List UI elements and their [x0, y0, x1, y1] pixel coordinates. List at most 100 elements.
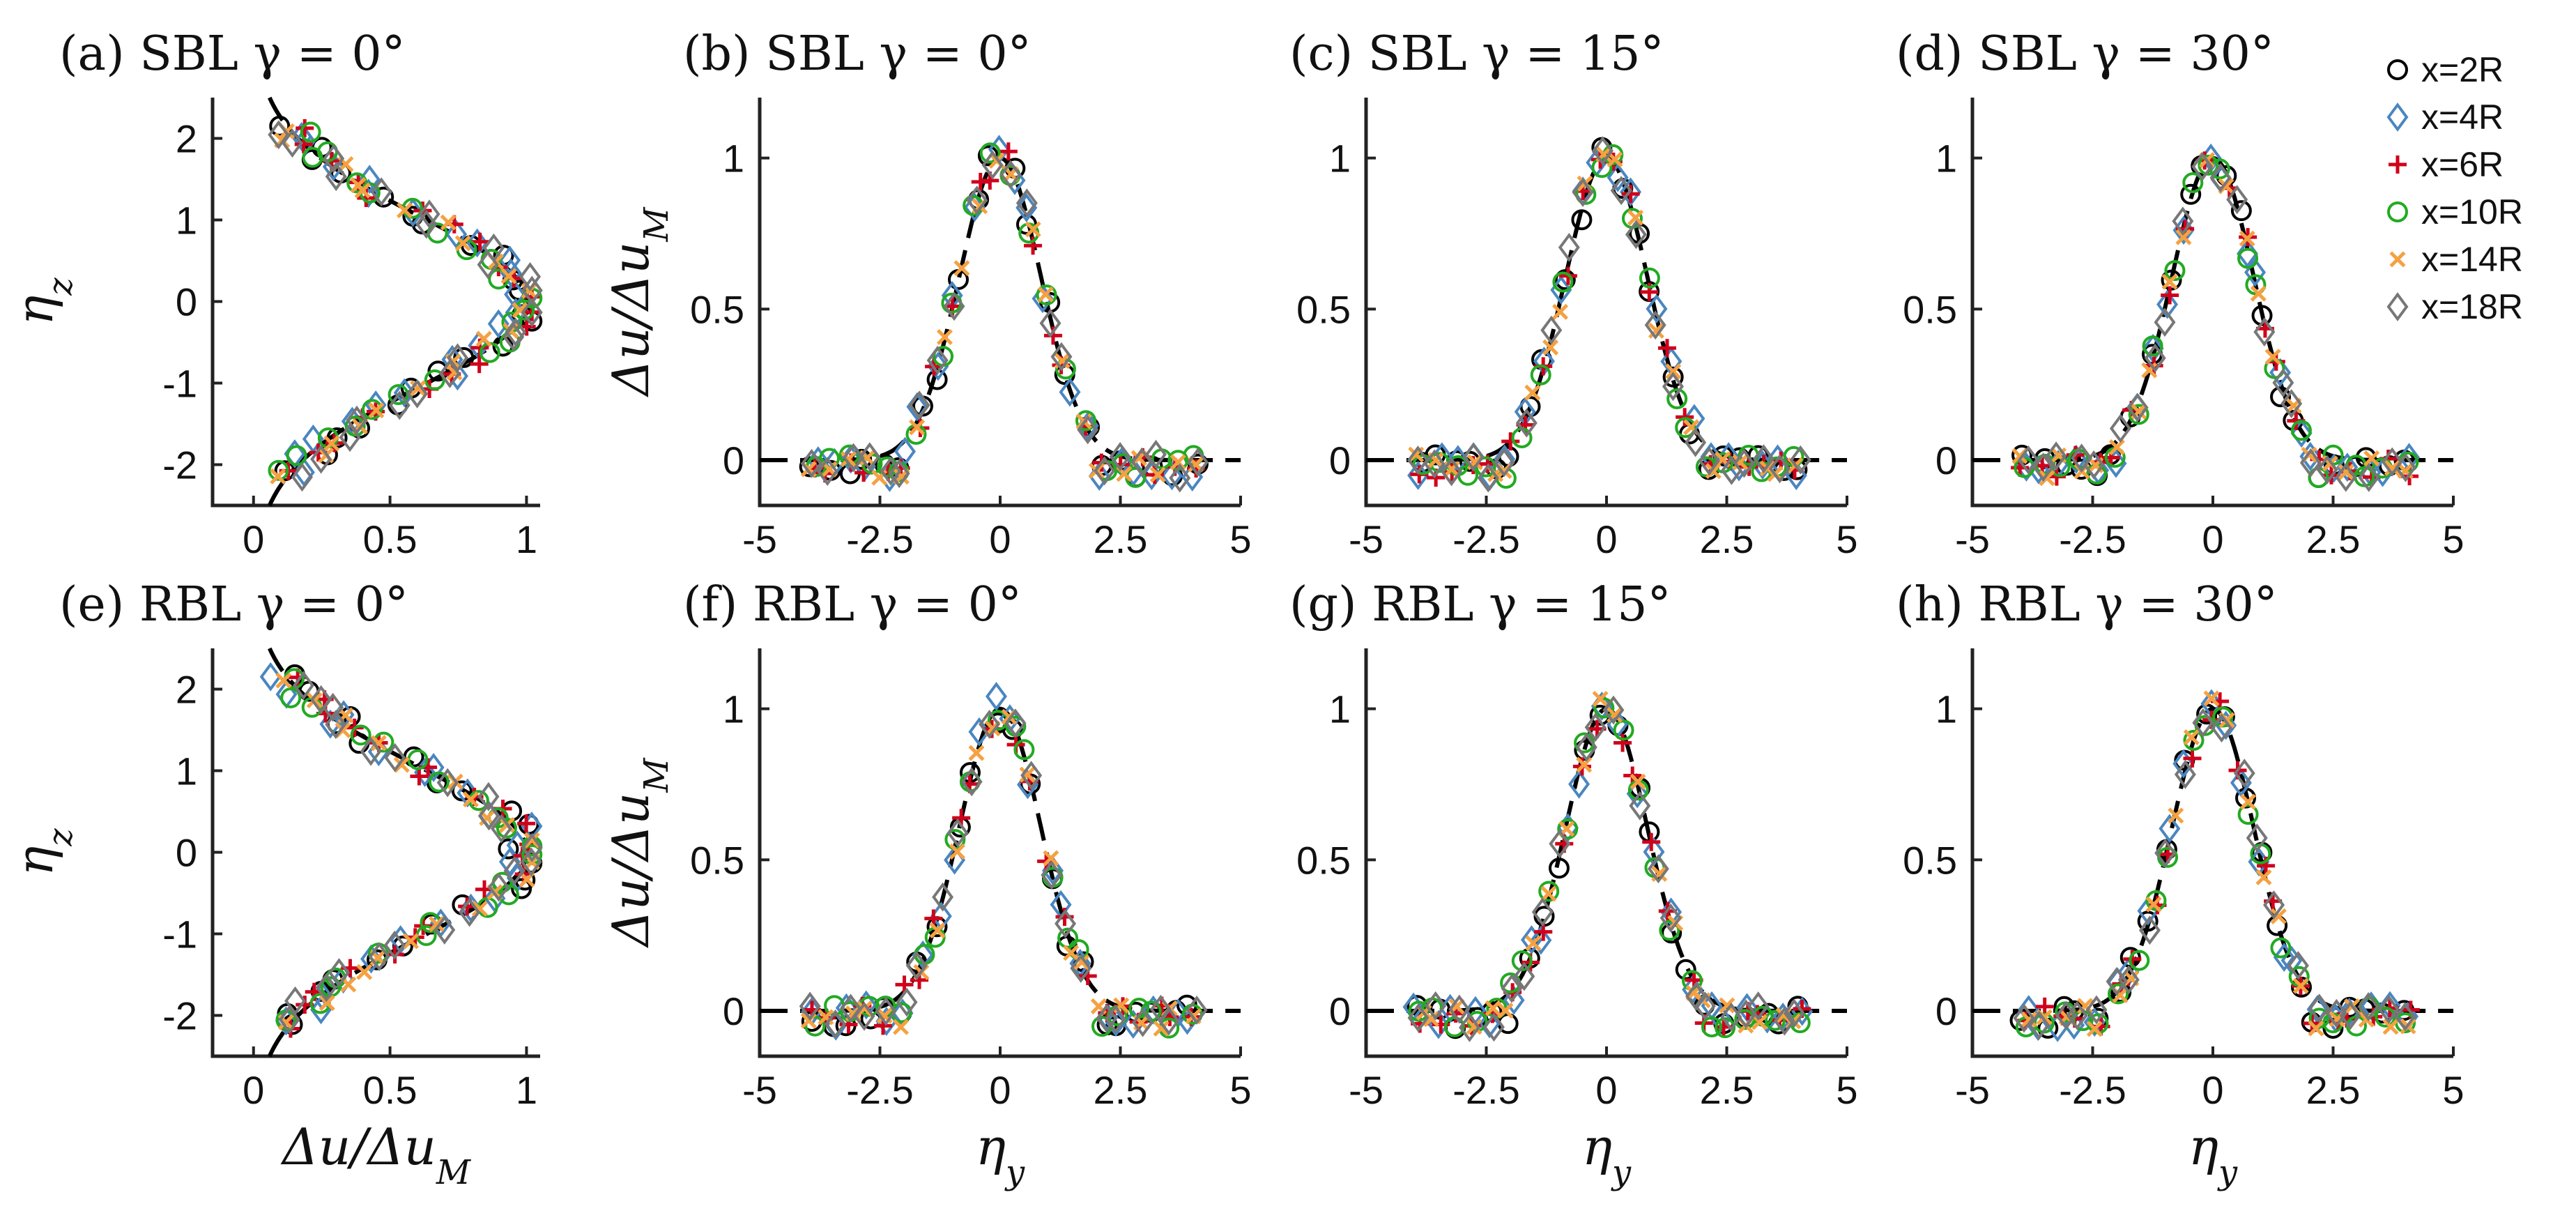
x-axis-label-g: ηy — [1582, 1118, 1632, 1192]
data-point-c-s5 — [1515, 408, 1538, 438]
y-axis-label-b: Δu/ΔuM — [601, 206, 676, 398]
reference-curve-d — [1972, 155, 2453, 462]
legend: x=2R x=4R x=6R x=10R x=14R x=18R — [2386, 50, 2523, 326]
data-point-a-s5 — [418, 199, 440, 229]
data-point-e-s4 — [402, 933, 419, 950]
data-point-b-s5 — [1187, 448, 1209, 478]
x-tick-label-a: 0.5 — [363, 517, 417, 561]
data-point-g-s4 — [1485, 1000, 1501, 1016]
scatter-points-h — [2009, 689, 2420, 1042]
data-point-e-s5 — [325, 710, 347, 740]
data-point-d-s0 — [2230, 200, 2252, 222]
data-point-f-s1 — [986, 682, 1007, 711]
data-point-d-s4 — [2141, 362, 2158, 379]
data-point-g-s5 — [1629, 791, 1651, 821]
data-point-h-s5 — [2211, 713, 2233, 743]
y-tick-label-d: 1 — [1935, 137, 1957, 181]
x-tick-label-c: -5 — [1349, 517, 1383, 561]
data-point-h-s3 — [2129, 950, 2150, 971]
scatter-points-d — [2011, 143, 2421, 492]
data-point-d-s5 — [2316, 455, 2338, 485]
y-tick-label-g: 1 — [1329, 687, 1351, 731]
data-point-d-s5 — [2172, 206, 2194, 236]
data-point-g-s5 — [1531, 897, 1554, 927]
y-tick-label-d: 0.5 — [1903, 287, 1957, 331]
data-point-d-s4 — [2384, 459, 2400, 477]
data-point-f-s4 — [1043, 850, 1059, 867]
data-point-d-s1 — [2269, 358, 2292, 388]
data-point-b-s5 — [943, 291, 965, 321]
data-point-h-s4 — [2308, 1020, 2324, 1037]
data-point-f-s5 — [875, 996, 897, 1026]
data-point-b-s4 — [909, 419, 926, 436]
x-tick-label-g: 0 — [1595, 1068, 1617, 1112]
data-point-g-s1 — [1568, 769, 1590, 799]
data-point-g-s4 — [1466, 1019, 1482, 1035]
data-point-b-s5 — [880, 456, 902, 486]
panel-d: -5 -2.5 0 2.5 5 0 0.5 1 (d) SBL γ = 30° — [1896, 26, 2464, 561]
data-point-c-s3 — [1530, 364, 1551, 386]
data-point-c-s5 — [1462, 442, 1485, 472]
data-point-b-s1 — [1160, 461, 1183, 491]
y-tick-label-f: 0 — [723, 989, 744, 1033]
data-point-f-s3 — [1057, 927, 1079, 949]
reference-curve-h — [1972, 706, 2453, 1013]
data-point-g-s4 — [1719, 997, 1735, 1014]
y-tick-label-e: 1 — [176, 749, 197, 793]
data-point-e-s5 — [488, 872, 510, 902]
data-point-a-s5 — [346, 405, 368, 435]
data-point-f-s4 — [818, 1009, 834, 1026]
data-point-g-s4 — [1525, 935, 1542, 952]
y-tick-label-d: 0 — [1935, 439, 1957, 482]
data-point-a-s4 — [270, 468, 286, 485]
data-point-c-s5 — [1733, 448, 1755, 478]
x-tick-label-a: 1 — [516, 517, 537, 561]
data-point-c-s5 — [1769, 454, 1791, 484]
y-tick-label-b: 0.5 — [690, 287, 744, 331]
legend-marker-5 — [2386, 292, 2409, 321]
data-point-a-s5 — [291, 462, 313, 492]
data-point-a-s5 — [323, 144, 345, 174]
x-tick-label-c: 5 — [1836, 517, 1857, 561]
x-tick-label-d: 0 — [2202, 517, 2223, 561]
y-tick-label-f: 0.5 — [690, 838, 744, 882]
data-point-h-s4 — [2270, 908, 2287, 924]
data-point-h-s0 — [2119, 947, 2141, 968]
reference-curve-e — [268, 647, 529, 1058]
data-point-c-s4 — [1665, 363, 1682, 380]
data-point-h-s3 — [2108, 983, 2129, 1005]
data-point-d-s5 — [2335, 462, 2357, 492]
x-tick-label-b: 2.5 — [1094, 517, 1148, 561]
data-point-a-s4 — [350, 177, 367, 194]
y-tick-label-c: 0 — [1329, 439, 1351, 482]
data-point-e-s0 — [339, 706, 361, 727]
data-point-h-s5 — [2154, 838, 2177, 868]
data-point-d-s5 — [2209, 163, 2232, 192]
data-point-c-s2 — [1621, 185, 1640, 204]
data-point-b-s2 — [1024, 236, 1043, 255]
data-point-e-s4 — [275, 672, 292, 689]
x-tick-label-h: -2.5 — [2059, 1068, 2126, 1112]
data-point-d-s4 — [2239, 230, 2255, 247]
data-point-e-s5 — [459, 897, 481, 927]
y-tick-label-c: 1 — [1329, 137, 1351, 181]
data-point-h-s3 — [2237, 804, 2259, 825]
data-point-a-s3 — [346, 172, 368, 194]
data-point-a-s5 — [281, 128, 303, 158]
data-point-c-s5 — [1662, 372, 1684, 402]
x-tick-label-f: 0 — [989, 1068, 1011, 1112]
y-tick-label-g: 0.5 — [1296, 838, 1351, 882]
data-point-f-s3 — [804, 1015, 826, 1037]
data-point-g-s5 — [1659, 903, 1682, 933]
data-point-b-s5 — [816, 457, 838, 487]
data-point-a-s5 — [388, 390, 411, 420]
data-point-g-s5 — [1602, 695, 1625, 725]
data-point-a-s3 — [268, 459, 289, 481]
data-point-g-s3 — [1764, 1009, 1786, 1031]
data-point-f-s5 — [1132, 1007, 1154, 1037]
data-point-h-s4 — [2382, 1019, 2399, 1035]
data-point-g-s5 — [1685, 982, 1708, 1012]
x-tick-label-b: -2.5 — [846, 517, 914, 561]
data-point-a-s5 — [521, 298, 543, 328]
data-point-f-s4 — [949, 843, 965, 860]
